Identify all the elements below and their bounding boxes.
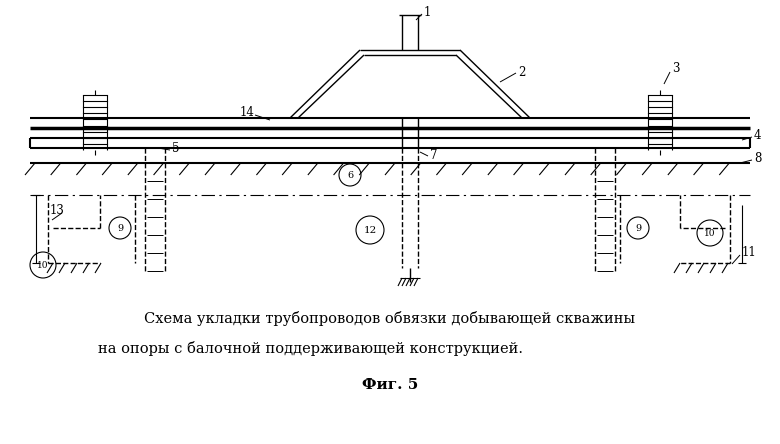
Text: Схема укладки трубопроводов обвязки добывающей скважины: Схема укладки трубопроводов обвязки добы…: [144, 310, 636, 325]
Text: 5: 5: [172, 142, 179, 155]
Text: на опоры с балочной поддерживающей конструкцией.: на опоры с балочной поддерживающей конст…: [98, 341, 523, 356]
Text: 13: 13: [50, 203, 65, 217]
Text: 9: 9: [117, 223, 123, 233]
Text: 9: 9: [635, 223, 641, 233]
Text: 3: 3: [672, 62, 679, 75]
Text: 12: 12: [363, 226, 377, 234]
Text: 10: 10: [704, 229, 716, 238]
Text: 2: 2: [518, 66, 526, 79]
Text: 8: 8: [754, 151, 761, 164]
Text: 6: 6: [347, 170, 353, 179]
Text: 14: 14: [240, 106, 255, 119]
Text: 1: 1: [424, 5, 431, 19]
Text: 11: 11: [742, 246, 757, 258]
Text: Фиг. 5: Фиг. 5: [362, 378, 418, 392]
Text: 7: 7: [430, 148, 438, 162]
Text: 10: 10: [37, 261, 48, 270]
Text: 4: 4: [754, 128, 761, 142]
